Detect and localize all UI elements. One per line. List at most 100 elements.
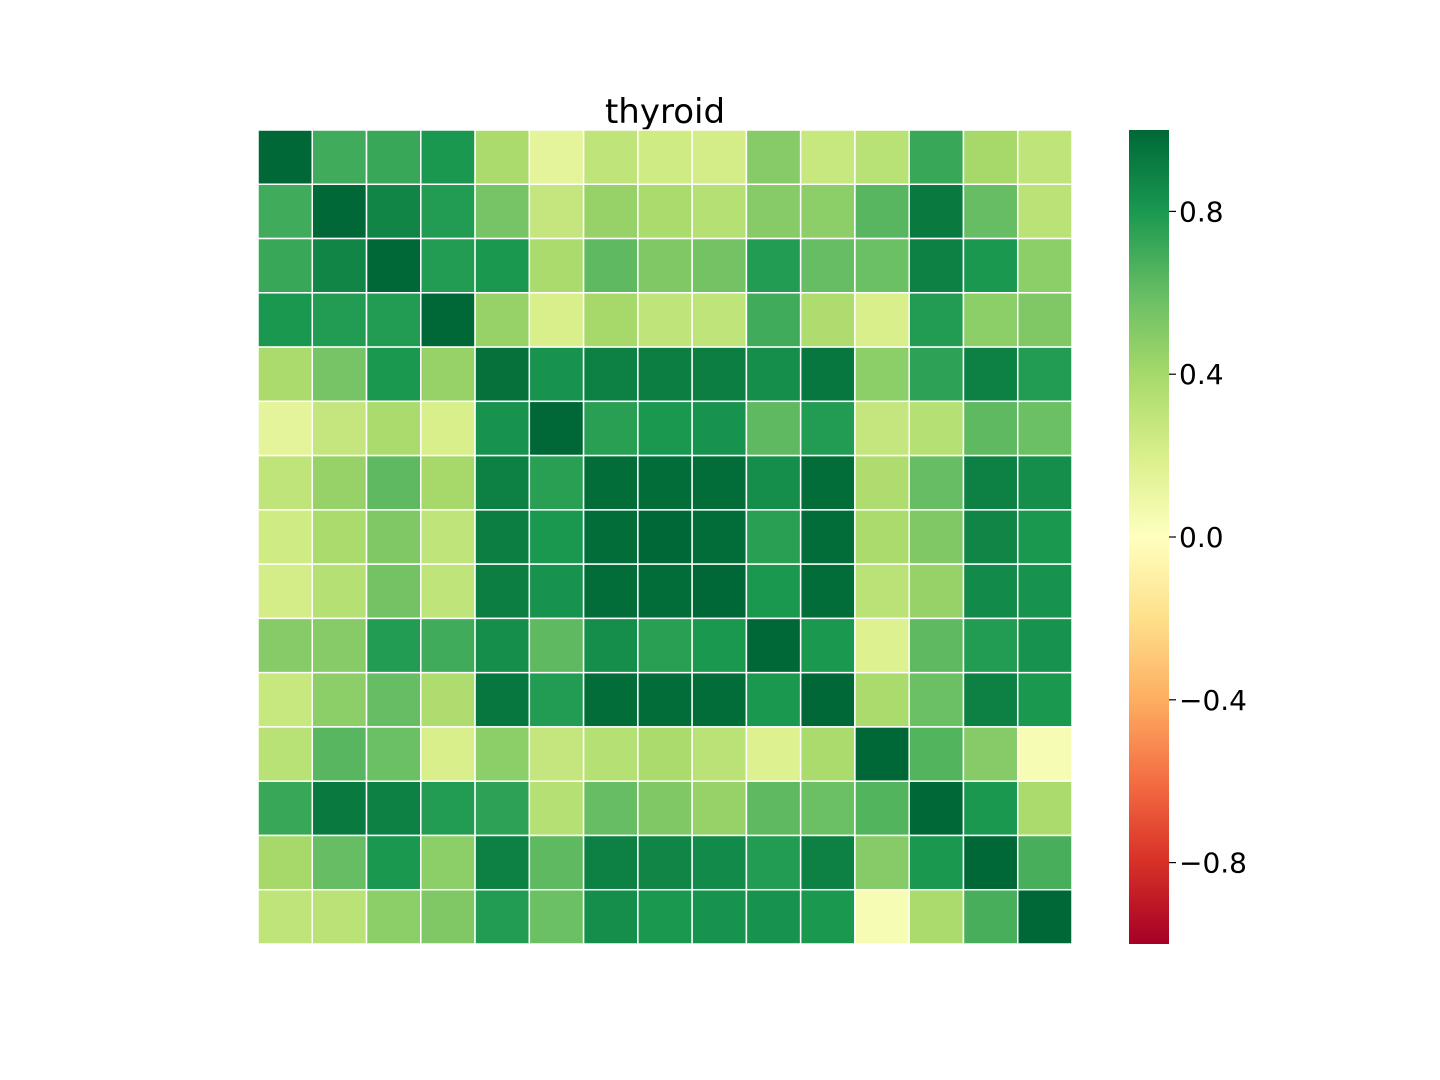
heatmap-cell [420,183,476,240]
heatmap-cell [854,780,910,837]
heatmap-cell [962,346,1019,403]
heatmap-cell [908,563,965,620]
heatmap-cell [1016,346,1073,403]
heatmap-cell [365,183,422,240]
heatmap-cell [474,400,531,457]
heatmap-cell [582,563,639,620]
heatmap-cell [365,400,422,457]
colorbar-tick-label: −0.4 [1179,684,1247,717]
heatmap-cell [528,183,585,240]
heatmap-cell [637,129,693,186]
heatmap-cell [420,834,476,891]
heatmap-cell [691,454,748,511]
heatmap-cell [908,292,965,348]
heatmap-cell [582,346,639,403]
heatmap-cell [1016,400,1073,457]
heatmap-cell [637,400,693,457]
heatmap-cell [854,834,910,891]
heatmap-cell [420,454,476,511]
heatmap-cell [691,400,748,457]
heatmap-cell [908,237,965,294]
heatmap-cell [1016,129,1073,186]
heatmap-cell [365,129,422,186]
heatmap-cell [311,237,368,294]
heatmap-cell [799,129,856,186]
heatmap-cell [854,183,910,240]
heatmap-cell [908,671,965,728]
heatmap-cell [691,129,748,186]
heatmap-cell [474,834,531,891]
heatmap-cell [257,780,314,837]
heatmap-cell [257,726,314,782]
heatmap-cell [799,888,856,945]
heatmap-cell [311,726,368,782]
heatmap-cell [257,888,314,945]
heatmap-cell [962,129,1019,186]
heatmap-cell [311,346,368,403]
heatmap-cell [420,617,476,674]
heatmap-cell [311,509,368,565]
heatmap-cell [420,888,476,945]
heatmap-cell [257,509,314,565]
colorbar-axis: 0.8 0.4 0.0 −0.4 −0.8 [1169,195,1247,880]
heatmap-cell [854,129,910,186]
colorbar-tick-label: −0.8 [1179,847,1247,880]
heatmap-cell [257,237,314,294]
heatmap-cell [528,834,585,891]
heatmap-cell [637,183,693,240]
heatmap-cell [799,671,856,728]
heatmap-cell [474,509,531,565]
heatmap-cell [365,292,422,348]
heatmap-cell [311,888,368,945]
heatmap-cell [745,237,802,294]
heatmap-cell [854,237,910,294]
heatmap-cell [854,671,910,728]
colorbar-tick-label: 0.4 [1179,358,1224,391]
heatmap-cell [311,671,368,728]
heatmap-cell [745,346,802,403]
heatmap-cell [962,617,1019,674]
heatmap-cell [799,780,856,837]
heatmap-cell [582,780,639,837]
heatmap-cell [474,454,531,511]
heatmap-cell [420,129,476,186]
heatmap-cell [908,183,965,240]
heatmap-cell [420,563,476,620]
heatmap-cell [908,617,965,674]
heatmap-cell [854,563,910,620]
heatmap-cell [799,726,856,782]
heatmap-cell [908,129,965,186]
heatmap-cell [474,129,531,186]
heatmap-cell [854,888,910,945]
heatmap-cell [1016,183,1073,240]
heatmap-cell [420,346,476,403]
heatmap-cell [420,292,476,348]
heatmap-cell [745,671,802,728]
heatmap-cell [1016,617,1073,674]
heatmap-cell [257,292,314,348]
heatmap-cell [474,726,531,782]
heatmap-cell [1016,237,1073,294]
heatmap-cell [799,346,856,403]
heatmap-cell [691,780,748,837]
heatmap-cell [691,237,748,294]
heatmap-cell [637,726,693,782]
heatmap-cell [854,454,910,511]
heatmap-cell [257,129,314,186]
heatmap-cell [1016,454,1073,511]
heatmap-cell [528,129,585,186]
heatmap-cell [637,780,693,837]
heatmap-cell [311,129,368,186]
heatmap-cell [745,617,802,674]
heatmap-cell [365,454,422,511]
heatmap-cell [908,454,965,511]
chart-title: thyroid [605,92,725,132]
heatmap-cell [799,292,856,348]
heatmap-cell [908,509,965,565]
heatmap-cell [582,617,639,674]
heatmap-cell [691,509,748,565]
heatmap-cell [1016,780,1073,837]
heatmap-cell [637,617,693,674]
heatmap-cell [745,292,802,348]
heatmap-cell [365,346,422,403]
